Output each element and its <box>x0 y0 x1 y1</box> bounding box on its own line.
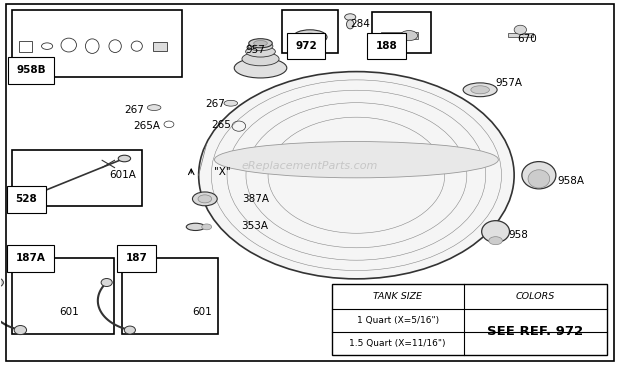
Text: 972: 972 <box>295 41 317 51</box>
Ellipse shape <box>401 31 418 41</box>
Text: 601: 601 <box>60 307 79 316</box>
Text: 670: 670 <box>517 34 537 44</box>
Text: 353A: 353A <box>241 221 268 231</box>
Ellipse shape <box>192 192 217 206</box>
Text: 265: 265 <box>211 120 231 130</box>
Ellipse shape <box>224 100 237 106</box>
Text: 601A: 601A <box>109 170 136 180</box>
Text: 267: 267 <box>125 105 144 115</box>
Ellipse shape <box>248 42 273 51</box>
Text: "X": "X" <box>214 166 231 177</box>
Ellipse shape <box>293 30 327 44</box>
Ellipse shape <box>0 278 3 287</box>
Ellipse shape <box>17 196 31 204</box>
Ellipse shape <box>198 72 514 279</box>
Text: 957: 957 <box>245 45 265 55</box>
Text: eReplacementParts.com: eReplacementParts.com <box>242 161 378 171</box>
Ellipse shape <box>101 278 112 287</box>
Ellipse shape <box>118 155 131 162</box>
Text: 957A: 957A <box>495 77 523 88</box>
Text: COLORS: COLORS <box>516 292 555 301</box>
Text: 958A: 958A <box>557 176 585 186</box>
Text: 188: 188 <box>376 41 397 51</box>
Bar <box>282 10 338 53</box>
Text: 1.5 Quart (X=11/16"): 1.5 Quart (X=11/16") <box>350 339 446 348</box>
Ellipse shape <box>528 170 550 188</box>
Ellipse shape <box>124 326 135 334</box>
Ellipse shape <box>14 326 27 335</box>
Text: 1 Quart (X=5/16"): 1 Quart (X=5/16") <box>356 316 439 325</box>
Ellipse shape <box>514 25 526 34</box>
Ellipse shape <box>345 14 356 20</box>
Bar <box>122 258 218 334</box>
Ellipse shape <box>234 58 287 78</box>
Text: 265A: 265A <box>134 121 161 131</box>
Bar <box>12 258 114 334</box>
Text: 187: 187 <box>126 253 148 263</box>
Ellipse shape <box>242 52 279 66</box>
Ellipse shape <box>148 105 161 111</box>
Text: 187A: 187A <box>16 253 45 263</box>
Bar <box>12 150 142 206</box>
Bar <box>372 12 431 53</box>
Text: 387A: 387A <box>242 194 269 204</box>
Ellipse shape <box>471 86 489 94</box>
Ellipse shape <box>482 221 510 242</box>
Ellipse shape <box>489 237 502 245</box>
Text: 958: 958 <box>508 230 528 240</box>
Ellipse shape <box>347 20 354 29</box>
Text: 601: 601 <box>192 307 212 316</box>
Ellipse shape <box>215 142 498 178</box>
Text: 958B: 958B <box>16 65 46 75</box>
Text: SEE REF. 972: SEE REF. 972 <box>487 325 583 338</box>
Bar <box>508 33 533 37</box>
Bar <box>332 284 607 355</box>
Ellipse shape <box>198 195 211 203</box>
Text: 267: 267 <box>205 99 224 109</box>
Bar <box>154 42 167 51</box>
Bar <box>381 32 419 39</box>
Ellipse shape <box>246 46 275 57</box>
Ellipse shape <box>249 39 272 48</box>
Text: 528: 528 <box>16 194 37 204</box>
Text: 284: 284 <box>350 19 370 29</box>
Bar <box>12 10 182 77</box>
Text: TANK SIZE: TANK SIZE <box>373 292 422 301</box>
Ellipse shape <box>522 162 556 189</box>
Bar <box>19 41 32 51</box>
Ellipse shape <box>186 223 205 230</box>
Ellipse shape <box>463 83 497 97</box>
Ellipse shape <box>202 224 211 230</box>
Ellipse shape <box>301 33 319 41</box>
Ellipse shape <box>254 41 267 46</box>
